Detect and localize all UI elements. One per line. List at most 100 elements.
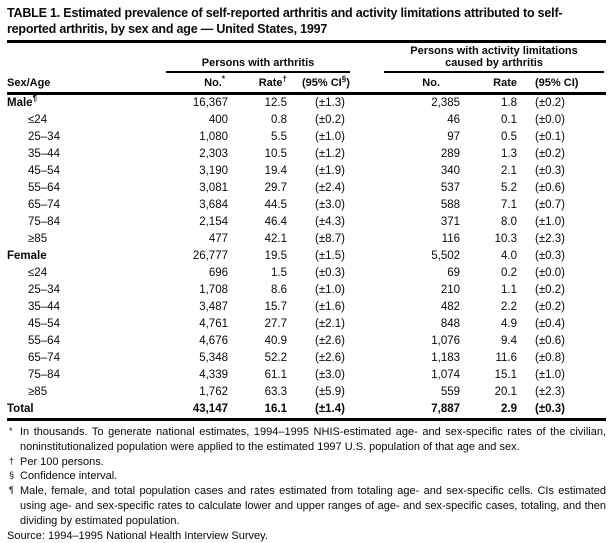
footnote-text: Per 100 persons. [20, 455, 104, 468]
limitations-no-cell: 2,385 [431, 97, 461, 109]
group-label-arthritis: Persons with arthritis [201, 57, 315, 69]
limitations-ci-cell: (±0.2) [535, 148, 565, 160]
arthritis-rate-cell: 46.4 [264, 216, 287, 228]
table-title: TABLE 1. Estimated prevalence of self-re… [7, 6, 563, 36]
arthritis-rate-cell: 19.5 [264, 250, 287, 262]
arthritis-ci-cell: (±1.0) [315, 131, 345, 143]
arthritis-no-cell: 477 [208, 233, 228, 245]
row-label: Female [7, 250, 47, 262]
limitations-ci-cell: (±0.3) [535, 165, 565, 177]
limitations-ci-cell: (±2.3) [535, 386, 565, 398]
arthritis-ci-cell: (±2.1) [315, 318, 345, 330]
row-label: ≤24 [28, 114, 48, 126]
row-label: Male¶ [7, 94, 38, 109]
limitations-no-cell: 848 [440, 318, 461, 330]
arthritis-no-cell: 3,190 [199, 165, 228, 177]
table-row: 75–84 2,154 46.4 (±4.3) 371 8.0 (±1.0) [7, 214, 606, 231]
footnote-text: In thousands. To generate national estim… [20, 426, 606, 453]
arthritis-rate-cell: 8.6 [271, 284, 287, 296]
row-label: 75–84 [28, 216, 60, 228]
arthritis-no-cell: 3,487 [199, 301, 228, 313]
arthritis-no-cell: 4,761 [199, 318, 228, 330]
table-row: ≤24 696 1.5 (±0.3) 69 0.2 (±0.0) [7, 265, 606, 282]
arthritis-no-cell: 16,367 [192, 97, 228, 109]
arthritis-ci-cell: (±3.0) [315, 369, 345, 381]
table-row: 25–34 1,708 8.6 (±1.0) 210 1.1 (±0.2) [7, 282, 606, 299]
row-label: 35–44 [28, 301, 60, 313]
limitations-rate-cell: 9.4 [501, 335, 518, 347]
footnote-text: Source: 1994–1995 National Health Interv… [7, 529, 268, 542]
arthritis-no-cell: 3,081 [199, 182, 228, 194]
limitations-ci-cell: (±0.2) [535, 284, 565, 296]
limitations-ci-column-header: (95% CI) [535, 77, 579, 89]
arthritis-rate-cell: 63.3 [264, 386, 287, 398]
arthritis-rate-cell: 5.5 [271, 131, 287, 143]
table-row: Female 26,777 19.5 (±1.5) 5,502 4.0 (±0.3) [7, 248, 606, 265]
limitations-rate-cell: 0.1 [501, 114, 518, 126]
limitations-no-cell: 371 [440, 216, 461, 228]
arthritis-no-cell: 400 [208, 114, 228, 126]
table-row: ≥85 477 42.1 (±8.7) 116 10.3 (±2.3) [7, 231, 606, 248]
group-header-spacer [7, 45, 160, 73]
arthritis-rate-column-header: Rate† [258, 74, 287, 89]
footnote: † Per 100 persons. [7, 455, 606, 470]
arthritis-rate-cell: 44.5 [264, 199, 287, 211]
title-divider-rule [7, 40, 606, 43]
limitations-ci-cell: (±0.4) [535, 318, 565, 330]
limitations-ci-cell: (±0.0) [535, 267, 565, 279]
table-row: 65–74 3,684 44.5 (±3.0) 588 7.1 (±0.7) [7, 197, 606, 214]
table-row: ≤24 400 0.8 (±0.2) 46 0.1 (±0.0) [7, 112, 606, 129]
limitations-rate-cell: 2.2 [501, 301, 518, 313]
limitations-ci-cell: (±0.8) [535, 352, 565, 364]
row-label: 45–54 [28, 318, 60, 330]
arthritis-rate-cell: 29.7 [264, 182, 287, 194]
table-row: ≥85 1,762 63.3 (±5.9) 559 20.1 (±2.3) [7, 384, 606, 401]
limitations-rate-cell: 1.8 [501, 97, 518, 109]
sex-age-column-header: Sex/Age [7, 77, 51, 89]
row-label: 45–54 [28, 165, 60, 177]
limitations-ci-cell: (±0.6) [535, 335, 565, 347]
limitations-no-cell: 7,887 [431, 403, 461, 415]
limitations-no-column-header: No. [422, 77, 441, 89]
limitations-rate-cell: 5.2 [501, 182, 518, 194]
table-row: 35–44 3,487 15.7 (±1.6) 482 2.2 (±0.2) [7, 299, 606, 316]
row-label: ≥85 [28, 233, 48, 245]
arthritis-rate-cell: 61.1 [264, 369, 287, 381]
limitations-no-cell: 482 [440, 301, 461, 313]
arthritis-ci-cell: (±1.4) [315, 403, 345, 415]
table-header: Persons with arthritis Persons with acti… [7, 45, 607, 94]
footnotes-section: * In thousands. To generate national esti… [7, 425, 606, 543]
limitations-ci-cell: (±1.0) [535, 216, 565, 228]
limitations-no-cell: 210 [440, 284, 461, 296]
limitations-rate-cell: 7.1 [501, 199, 518, 211]
arthritis-no-cell: 1,080 [199, 131, 228, 143]
limitations-rate-cell: 1.1 [501, 284, 518, 296]
footnote-text: Confidence interval. [20, 470, 118, 483]
limitations-rate-cell: 20.1 [494, 386, 518, 398]
arthritis-ci-cell: (±1.2) [315, 148, 345, 160]
limitations-rate-cell: 15.1 [494, 369, 518, 381]
limitations-ci-cell: (±0.3) [535, 403, 565, 415]
limitations-no-cell: 588 [440, 199, 461, 211]
arthritis-no-cell: 1,762 [199, 386, 228, 398]
arthritis-no-cell: 5,348 [199, 352, 228, 364]
arthritis-rate-cell: 52.2 [264, 352, 287, 364]
arthritis-rate-cell: 15.7 [264, 301, 287, 313]
arthritis-rate-cell: 16.1 [264, 403, 287, 415]
group-header-row: Persons with arthritis Persons with acti… [7, 45, 606, 73]
limitations-ci-cell: (±0.3) [535, 250, 565, 262]
arthritis-no-cell: 4,676 [199, 335, 228, 347]
row-label: 25–34 [28, 131, 60, 143]
arthritis-ci-cell: (±1.0) [315, 284, 345, 296]
limitations-rate-cell: 10.3 [494, 233, 518, 245]
arthritis-no-cell: 26,777 [192, 250, 228, 262]
row-label: ≥85 [28, 386, 48, 398]
table-row: Male¶ 16,367 12.5 (±1.3) 2,385 1.8 (±0.2) [7, 94, 606, 113]
row-label: 55–64 [28, 335, 60, 347]
arthritis-no-cell: 1,708 [199, 284, 228, 296]
limitations-ci-cell: (±1.0) [535, 369, 565, 381]
limitations-no-cell: 97 [447, 131, 461, 143]
arthritis-no-column-header: No.* [204, 74, 225, 89]
limitations-no-cell: 1,076 [431, 335, 461, 347]
arthritis-ci-cell: (±2.6) [315, 335, 345, 347]
